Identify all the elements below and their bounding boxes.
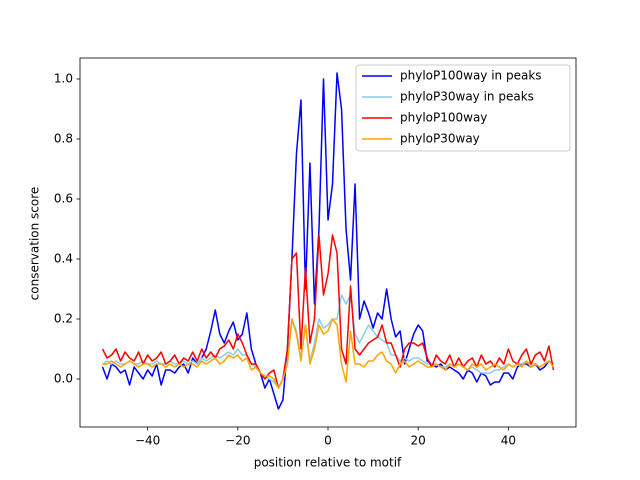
line-series — [102, 318, 555, 389]
axes-frame — [79, 57, 577, 428]
x-tick-label: 40 — [501, 434, 516, 448]
y-tick-label: 0.2 — [54, 312, 73, 326]
y-tick-label: 0.6 — [54, 192, 73, 206]
y-tick-label: 0.0 — [54, 372, 73, 386]
line-series — [101, 234, 555, 389]
y-tick-label: 0.4 — [54, 252, 73, 266]
legend-label: phyloP30way — [400, 132, 480, 146]
legend-label: phyloP100way — [400, 111, 487, 125]
line-series — [102, 294, 554, 389]
y-tick-label: 1.0 — [54, 72, 73, 86]
y-axis-label: conservation score — [28, 187, 42, 301]
legend-box — [355, 64, 571, 152]
legend-label: phyloP100way in peaks — [400, 69, 542, 83]
line-series — [101, 72, 554, 410]
legend-label: phyloP30way in peaks — [400, 90, 534, 104]
x-tick-label: 20 — [411, 434, 426, 448]
x-axis-label: position relative to motif — [254, 456, 402, 470]
y-tick-label: 0.8 — [54, 132, 73, 146]
x-tick-label: −20 — [225, 434, 250, 448]
x-tick-label: 0 — [324, 434, 332, 448]
x-tick-label: −40 — [135, 434, 160, 448]
